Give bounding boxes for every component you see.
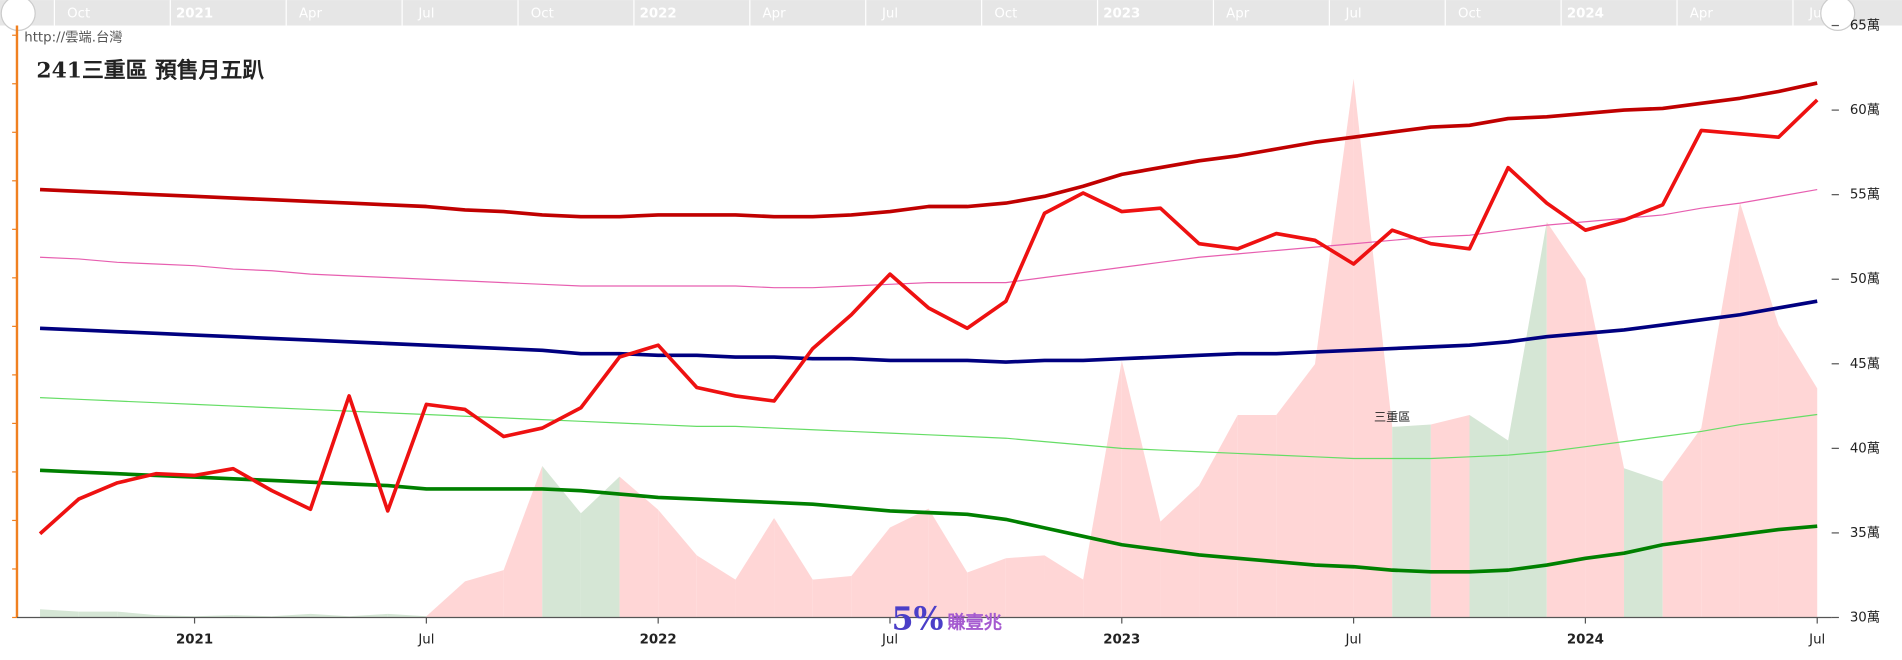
volume-segment bbox=[1005, 555, 1045, 618]
series-line bbox=[39, 81, 1818, 219]
navigator-tick-label: Oct bbox=[67, 6, 90, 21]
volume-segment bbox=[812, 576, 852, 618]
volume-segment bbox=[40, 609, 79, 618]
navigator-tick-label: 2021 bbox=[176, 6, 213, 21]
y-tick-label: 35萬 bbox=[1850, 525, 1880, 541]
navigator-tick-label: Jul bbox=[417, 6, 434, 21]
chart-title: 241三重區 預售月五趴 bbox=[36, 58, 264, 84]
x-tick-label: Jul bbox=[1345, 632, 1362, 647]
volume-segment bbox=[1314, 78, 1354, 618]
x-tick-label: 2023 bbox=[1103, 632, 1140, 647]
labels: 30萬 35萬 40萬 45萬 50萬 55萬 60萬 65萬 2021 Jul 2022 Jul 20… bbox=[176, 18, 1880, 648]
navigator-tick-label: 2022 bbox=[640, 6, 677, 21]
volume-segment bbox=[1276, 364, 1315, 618]
navigator-tick-label: Apr bbox=[1226, 6, 1250, 21]
volume-segment bbox=[1430, 415, 1470, 618]
volume-segment bbox=[1469, 415, 1509, 618]
y-tick-label: 65萬 bbox=[1850, 18, 1880, 34]
y-tick-label: 45萬 bbox=[1850, 356, 1880, 372]
watermark-big: 5% bbox=[892, 601, 944, 638]
navigator-ticks: Oct 2021 Apr Jul Oct 2022 Apr Jul Oct 2023 Apr Jul O… bbox=[53, 0, 1825, 26]
volume-segment bbox=[465, 570, 504, 618]
navigator bbox=[0, 0, 1902, 26]
navigator-tick-label: 2024 bbox=[1567, 6, 1604, 21]
volume-segment bbox=[1199, 415, 1238, 618]
volume-segment bbox=[1739, 202, 1779, 618]
y-tick-label: 50萬 bbox=[1850, 271, 1880, 287]
volume-segment bbox=[928, 508, 968, 618]
volume-segment bbox=[851, 527, 890, 618]
y-tick-label: 60萬 bbox=[1850, 102, 1880, 118]
navigator-handle[interactable] bbox=[1820, 0, 1856, 31]
navigator-tick-label: 2023 bbox=[1103, 6, 1140, 21]
volume-segment bbox=[271, 613, 311, 618]
navigator-tick-label: Jul bbox=[881, 6, 898, 21]
volume-segment bbox=[1662, 428, 1702, 618]
volume-segment bbox=[658, 509, 697, 618]
volume-segment bbox=[1624, 468, 1663, 618]
navigator-handle[interactable] bbox=[0, 0, 36, 31]
series-line bbox=[40, 188, 1818, 289]
volume-segment bbox=[117, 611, 156, 618]
y-tick-label: 30萬 bbox=[1850, 609, 1880, 625]
volume-segment bbox=[1392, 424, 1431, 618]
watermark-small: 賺壹兆 bbox=[947, 612, 1002, 634]
series-line bbox=[40, 397, 1818, 460]
volume-segment bbox=[1121, 360, 1161, 618]
navigator-tick-label: Oct bbox=[531, 6, 554, 21]
series-line bbox=[39, 299, 1818, 364]
navigator-tick-label: Apr bbox=[1690, 6, 1714, 21]
volume-segment bbox=[1237, 415, 1277, 618]
navigator-tick-label: Jul bbox=[1345, 6, 1362, 21]
navigator-tick-label: Apr bbox=[763, 6, 787, 21]
x-tick-label: Jul bbox=[881, 632, 898, 647]
navigator-tick-label: Apr bbox=[299, 6, 323, 21]
volume-segment bbox=[78, 611, 118, 618]
volume-segment bbox=[1778, 325, 1818, 618]
volume-segment bbox=[735, 518, 775, 618]
navigator-tick-label: Oct bbox=[1458, 6, 1481, 21]
y-tick-label: 55萬 bbox=[1850, 187, 1880, 203]
y-tick-label: 40萬 bbox=[1850, 440, 1880, 456]
volume-segment bbox=[1508, 222, 1547, 618]
volume-area bbox=[40, 78, 1818, 618]
navigator-tick-label: Oct bbox=[994, 6, 1017, 21]
volume-segment bbox=[580, 476, 620, 618]
volume-segment bbox=[1083, 360, 1122, 618]
volume-segment bbox=[774, 518, 813, 618]
x-tick-label: 2022 bbox=[640, 632, 677, 647]
volume-segment bbox=[1044, 555, 1084, 618]
volume-segment bbox=[387, 613, 427, 618]
x-tick-label: 2021 bbox=[176, 632, 213, 647]
x-tick-label: 2024 bbox=[1567, 632, 1604, 647]
volume-segment bbox=[967, 558, 1006, 618]
url: http://雲端.台灣 bbox=[24, 30, 122, 46]
series-line bbox=[39, 468, 1818, 574]
volume-segment bbox=[426, 581, 466, 618]
x-tick-label: Jul bbox=[1808, 632, 1825, 647]
volume-segment bbox=[542, 465, 581, 618]
volume-segment bbox=[503, 465, 543, 618]
volume-segment bbox=[1701, 202, 1740, 618]
volume-segment bbox=[349, 613, 388, 618]
volume-segment bbox=[889, 508, 929, 618]
annotation: 三重區 bbox=[1374, 410, 1410, 424]
volume-segment bbox=[1585, 278, 1625, 618]
volume-segment bbox=[310, 613, 350, 618]
volume-segment bbox=[1546, 222, 1586, 618]
lines bbox=[38, 81, 1819, 574]
x-tick-label: Jul bbox=[417, 632, 434, 647]
volume-segment bbox=[619, 476, 659, 618]
series-line bbox=[38, 98, 1819, 536]
volume-segment bbox=[696, 555, 736, 618]
